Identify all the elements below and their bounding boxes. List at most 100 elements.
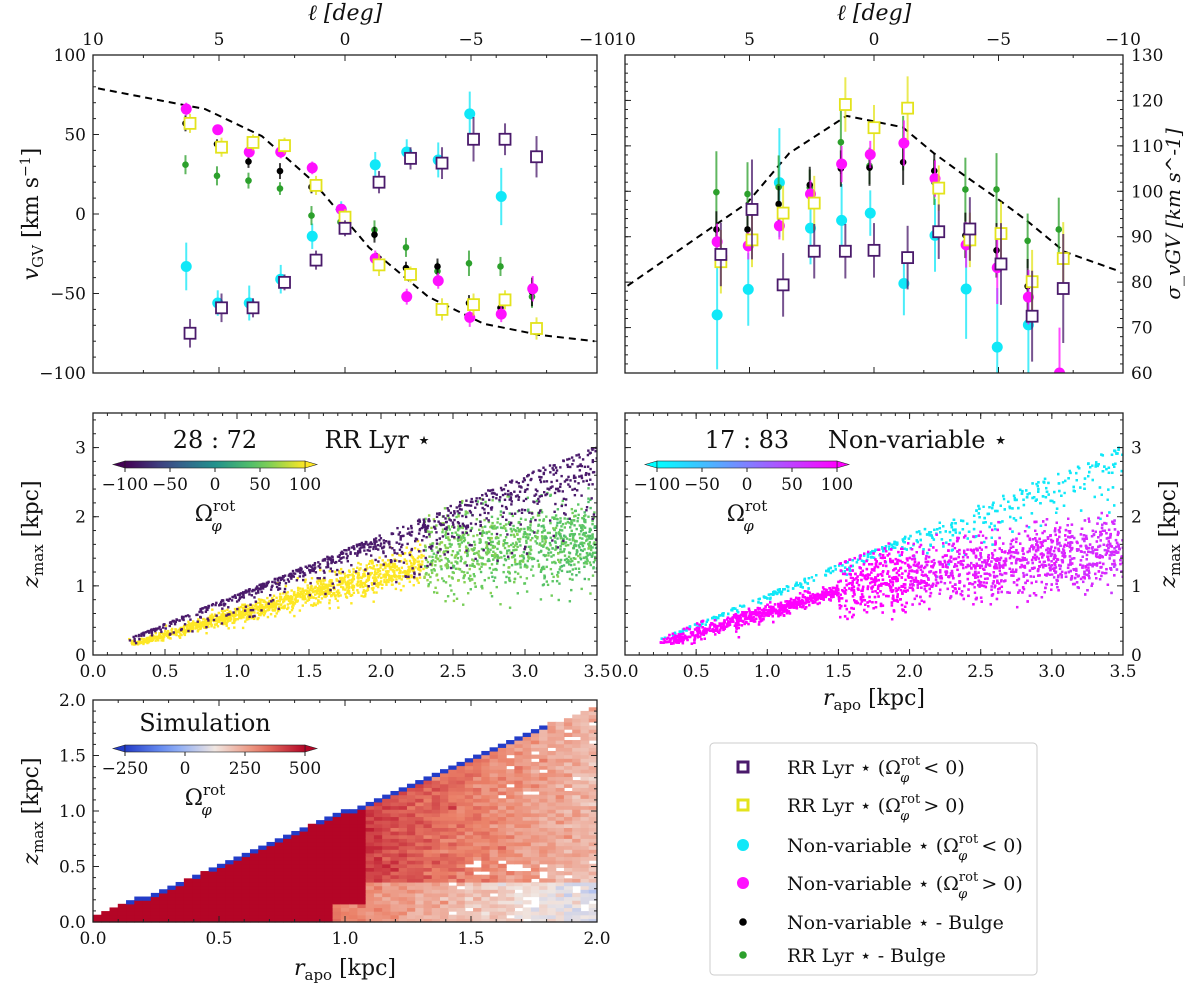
scatter-point <box>508 495 511 498</box>
scatter-point <box>462 576 465 580</box>
scatter-point <box>345 596 349 599</box>
scatter-point <box>1105 467 1108 471</box>
scatter-point <box>209 614 212 618</box>
scatter-point <box>322 587 325 590</box>
scatter-point <box>221 612 225 616</box>
scatter-point <box>581 516 584 520</box>
scatter-point <box>567 555 571 558</box>
scatter-point <box>557 598 560 602</box>
scatter-point <box>543 567 546 571</box>
scatter-point <box>572 544 576 548</box>
scatter-point <box>391 563 394 566</box>
scatter-point <box>329 590 332 594</box>
scatter-point <box>498 498 501 502</box>
scatter-point <box>466 541 470 545</box>
scatter-point <box>523 565 527 568</box>
scatter-point <box>258 601 261 605</box>
scatter-point <box>290 608 294 612</box>
scatter-point <box>268 604 271 608</box>
scatter-point <box>593 558 597 562</box>
scatter-point <box>271 597 274 600</box>
scatter-point <box>159 628 162 631</box>
scatter-point <box>298 570 301 573</box>
scatter-point <box>950 526 954 529</box>
scatter-point <box>489 591 493 595</box>
scatter-point <box>458 500 462 504</box>
scatter-point <box>1054 511 1058 514</box>
scatter-point <box>214 603 217 607</box>
scatter-point <box>514 544 517 547</box>
scatter-point <box>915 539 918 542</box>
scatter-point <box>310 589 313 592</box>
scatter-point <box>284 598 287 601</box>
scatter-point <box>465 527 468 530</box>
scatter-point <box>374 577 378 581</box>
scatter-point <box>256 601 259 604</box>
scatter-point <box>475 518 479 521</box>
scatter-point <box>564 541 568 544</box>
scatter-point <box>499 486 503 490</box>
scatter-point <box>237 610 241 613</box>
scatter-point <box>525 566 529 569</box>
scatter-point <box>549 544 552 547</box>
scatter-point <box>274 604 278 607</box>
scatter-point <box>769 596 772 600</box>
scatter-point <box>402 525 405 529</box>
scatter-point <box>445 536 448 539</box>
scatter-point <box>473 547 476 550</box>
scatter-point <box>405 546 408 549</box>
scatter-point <box>527 508 530 511</box>
scatter-point <box>539 469 542 473</box>
scatter-point <box>412 562 416 566</box>
scatter-point <box>523 532 527 535</box>
scatter-point <box>253 596 256 599</box>
scatter-point <box>487 519 490 522</box>
scatter-point <box>556 537 559 540</box>
scatter-point <box>513 580 516 584</box>
scatter-point <box>1026 493 1029 496</box>
scatter-point <box>448 528 452 531</box>
scatter-point <box>185 626 189 629</box>
scatter-point <box>346 580 350 583</box>
scatter-point <box>290 577 293 580</box>
scatter-point <box>236 617 239 621</box>
scatter-point <box>457 515 460 518</box>
scatter-point <box>468 579 472 582</box>
scatter-point <box>433 569 436 572</box>
scatter-point <box>1015 498 1018 502</box>
scatter-point <box>441 535 445 538</box>
scatter-point <box>340 556 343 560</box>
scatter-point <box>472 548 476 551</box>
scatter-point <box>1067 477 1070 480</box>
scatter-point <box>893 546 897 549</box>
scatter-point <box>267 602 270 605</box>
scatter-point <box>380 576 383 580</box>
scatter-point <box>593 526 596 529</box>
scatter-point <box>591 519 594 523</box>
scatter-point <box>269 602 272 606</box>
scatter-point <box>364 568 367 571</box>
scatter-point <box>211 608 214 611</box>
scatter-point <box>220 616 224 620</box>
scatter-point <box>481 493 484 497</box>
scatter-point <box>938 521 942 524</box>
scatter-point <box>356 589 359 592</box>
scatter-point <box>499 533 502 537</box>
scatter-point <box>537 497 540 501</box>
scatter-point <box>580 474 583 478</box>
scatter-point <box>241 591 245 594</box>
scatter-point <box>554 502 557 506</box>
scatter-point <box>166 629 170 633</box>
scatter-point <box>374 579 377 582</box>
scatter-point <box>458 549 461 552</box>
scatter-point <box>588 527 592 531</box>
scatter-point <box>531 557 534 560</box>
scatter-point <box>548 531 551 535</box>
scatter-point <box>810 576 814 579</box>
scatter-point <box>476 562 479 565</box>
scatter-point <box>363 595 367 598</box>
scatter-point <box>563 526 566 529</box>
scatter-point <box>504 505 508 509</box>
scatter-point <box>372 586 375 590</box>
scatter-point <box>244 620 247 623</box>
